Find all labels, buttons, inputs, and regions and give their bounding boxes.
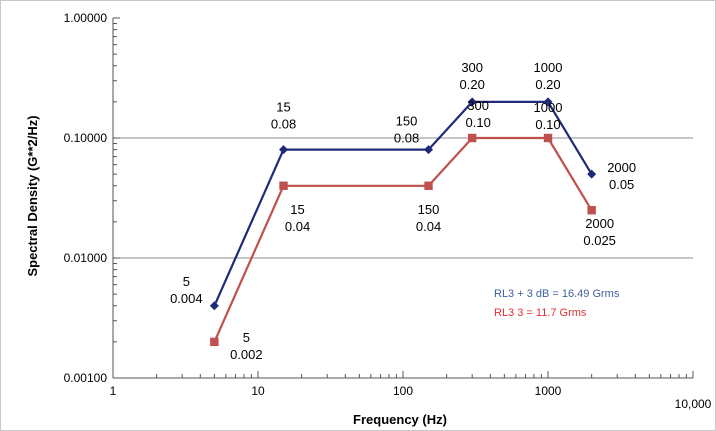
data-label-freq: 5 xyxy=(243,330,250,345)
data-label-freq: 150 xyxy=(418,202,440,217)
data-label-value: 0.08 xyxy=(271,117,296,132)
legend-entry-rl3-plus-3db: RL3 + 3 dB = 16.49 Grms xyxy=(494,288,620,300)
data-label-freq: 1000 xyxy=(534,60,563,75)
x-tick-label: 100 xyxy=(393,384,413,398)
axes xyxy=(112,17,694,379)
series-0-point xyxy=(279,145,289,155)
data-label-value: 0.20 xyxy=(460,77,485,92)
series-0-point xyxy=(467,97,477,107)
series-0-point xyxy=(424,145,434,155)
data-label-freq: 1000 xyxy=(534,100,563,115)
series-1-point xyxy=(543,133,553,143)
data-label-freq: 15 xyxy=(290,202,304,217)
legend-entry-rl3: RL3 3 = 11.7 Grms xyxy=(494,307,587,319)
data-label-freq: 150 xyxy=(396,114,418,129)
data-label-value: 0.025 xyxy=(583,233,616,248)
x-tick-label: 1 xyxy=(110,384,117,398)
series-lines xyxy=(213,100,593,343)
data-label-value: 0.08 xyxy=(394,131,419,146)
series-0-point xyxy=(587,169,597,179)
data-label-value: 0.05 xyxy=(609,177,634,192)
y-tick-label: 0.00100 xyxy=(64,371,108,385)
series-line-1 xyxy=(213,136,593,343)
data-label-freq: 300 xyxy=(461,60,483,75)
data-label-freq: 300 xyxy=(467,98,489,113)
data-label-value: 0.002 xyxy=(230,347,263,362)
data-label-value: 0.04 xyxy=(285,219,310,234)
data-labels: 5 0.004 15 0.08 150 0.08 300 0.20 1000 0.20 2000 0.… xyxy=(170,60,636,362)
x-tick-label: 10,000 xyxy=(675,397,712,411)
y-tick-label: 0.01000 xyxy=(64,251,108,265)
data-label-value: 0.10 xyxy=(535,117,560,132)
x-tick-label: 1000 xyxy=(535,384,562,398)
data-label-freq: 15 xyxy=(276,100,290,115)
series-1-point xyxy=(210,337,219,347)
gridlines xyxy=(113,137,693,259)
y-axis-label: Spectral Density (G**2/Hz) xyxy=(25,115,40,276)
x-tick-labels: 1 10 100 1000 10,000 xyxy=(110,384,712,411)
x-tick-label: 10 xyxy=(251,384,265,398)
series-0-point xyxy=(209,301,219,311)
y-tick-labels: 0.00100 0.01000 0.10000 1.00000 xyxy=(64,11,108,385)
y-tick-label: 0.10000 xyxy=(64,131,108,145)
series-1-point xyxy=(424,181,433,190)
data-label-value: 0.20 xyxy=(535,77,560,92)
series-line-0 xyxy=(213,100,593,307)
series-1-point xyxy=(279,181,288,190)
data-label-freq: 2000 xyxy=(607,160,636,175)
data-label-value: 0.04 xyxy=(416,219,441,234)
data-label-value: 0.10 xyxy=(466,115,491,130)
data-label-freq: 2000 xyxy=(585,216,614,231)
series-0-point xyxy=(543,97,553,107)
data-label-freq: 5 xyxy=(183,274,190,289)
x-axis-label: Frequency (Hz) xyxy=(353,412,447,427)
data-label-value: 0.004 xyxy=(170,291,203,306)
series-1-point xyxy=(587,206,596,215)
series-markers xyxy=(209,97,597,347)
y-tick-label: 1.00000 xyxy=(64,11,108,25)
series-1-point xyxy=(467,133,477,143)
